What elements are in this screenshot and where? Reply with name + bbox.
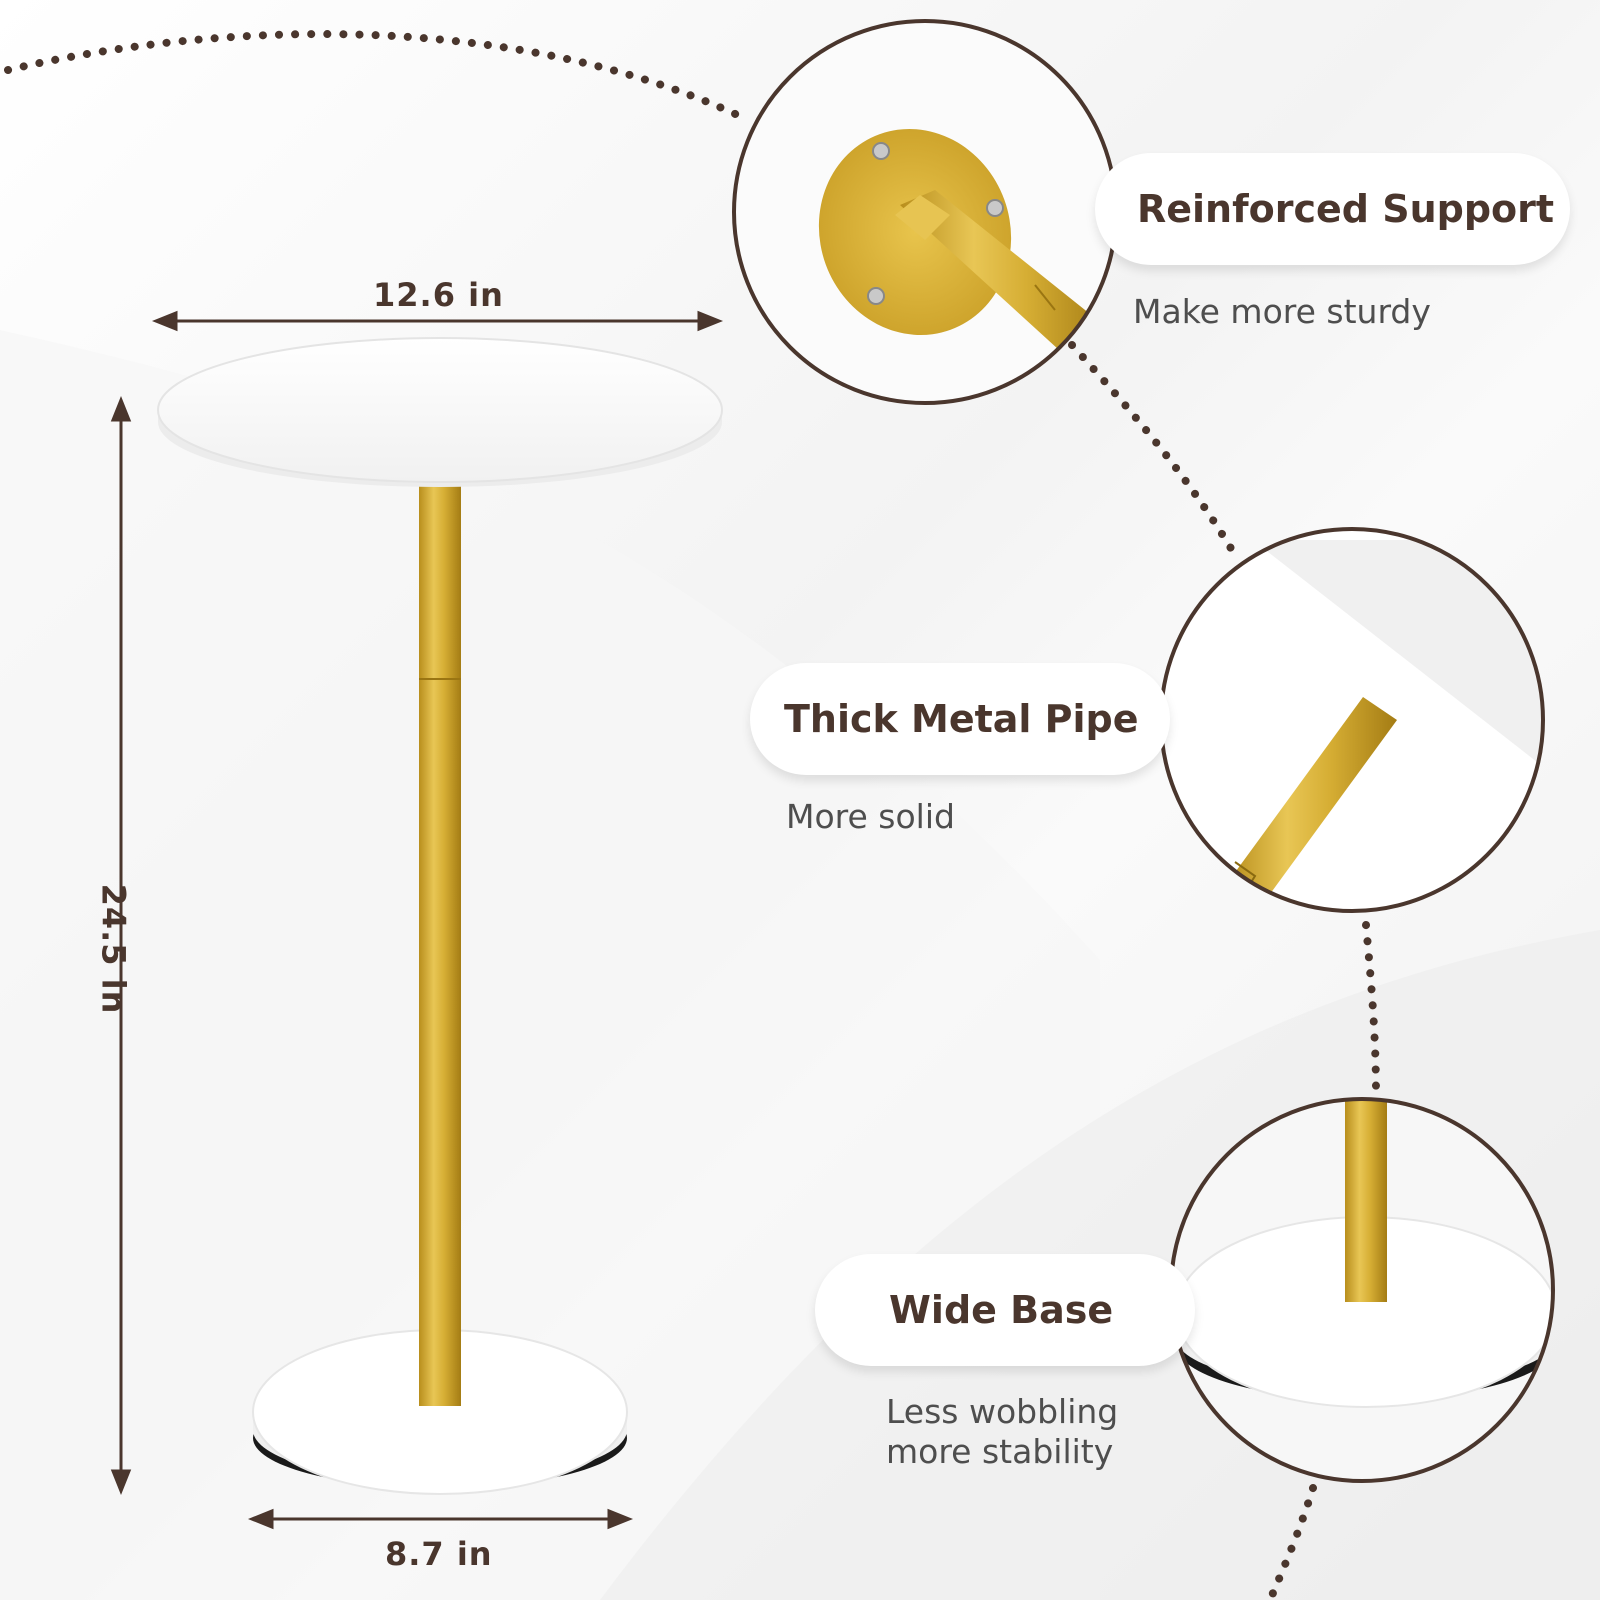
dotted-connector [4,30,1380,1600]
feature-pill-reinforced-support: Reinforced Support [1095,153,1570,265]
detail-circle-base [1169,1097,1555,1483]
feature-subtitle-line: Less wobbling [886,1392,1119,1431]
feature-subtitle: More solid [786,797,955,836]
side-table [157,337,723,1495]
detail-circle-pipe [1159,527,1545,913]
feature-subtitle-line: more stability [886,1432,1114,1471]
feature-subtitle: Make more sturdy [1133,292,1431,331]
base-dimension-line [247,1508,634,1530]
feature-pill-wide-base: Wide Base [815,1254,1195,1366]
height-label: 24.5 in [94,883,133,1015]
feature-subtitle: Less wobbling more stability [886,1392,1118,1472]
feature-title: Thick Metal Pipe [784,697,1139,741]
feature-pill-thick-metal-pipe: Thick Metal Pipe [750,663,1170,775]
top-width-label: 12.6 in [373,276,504,314]
width-dimension-line [151,310,724,332]
feature-title: Wide Base [889,1288,1114,1332]
feature-title: Reinforced Support [1137,187,1555,231]
height-dimension-line [110,395,132,1496]
base-width-label: 8.7 in [385,1535,493,1573]
detail-circle-support [732,19,1118,405]
